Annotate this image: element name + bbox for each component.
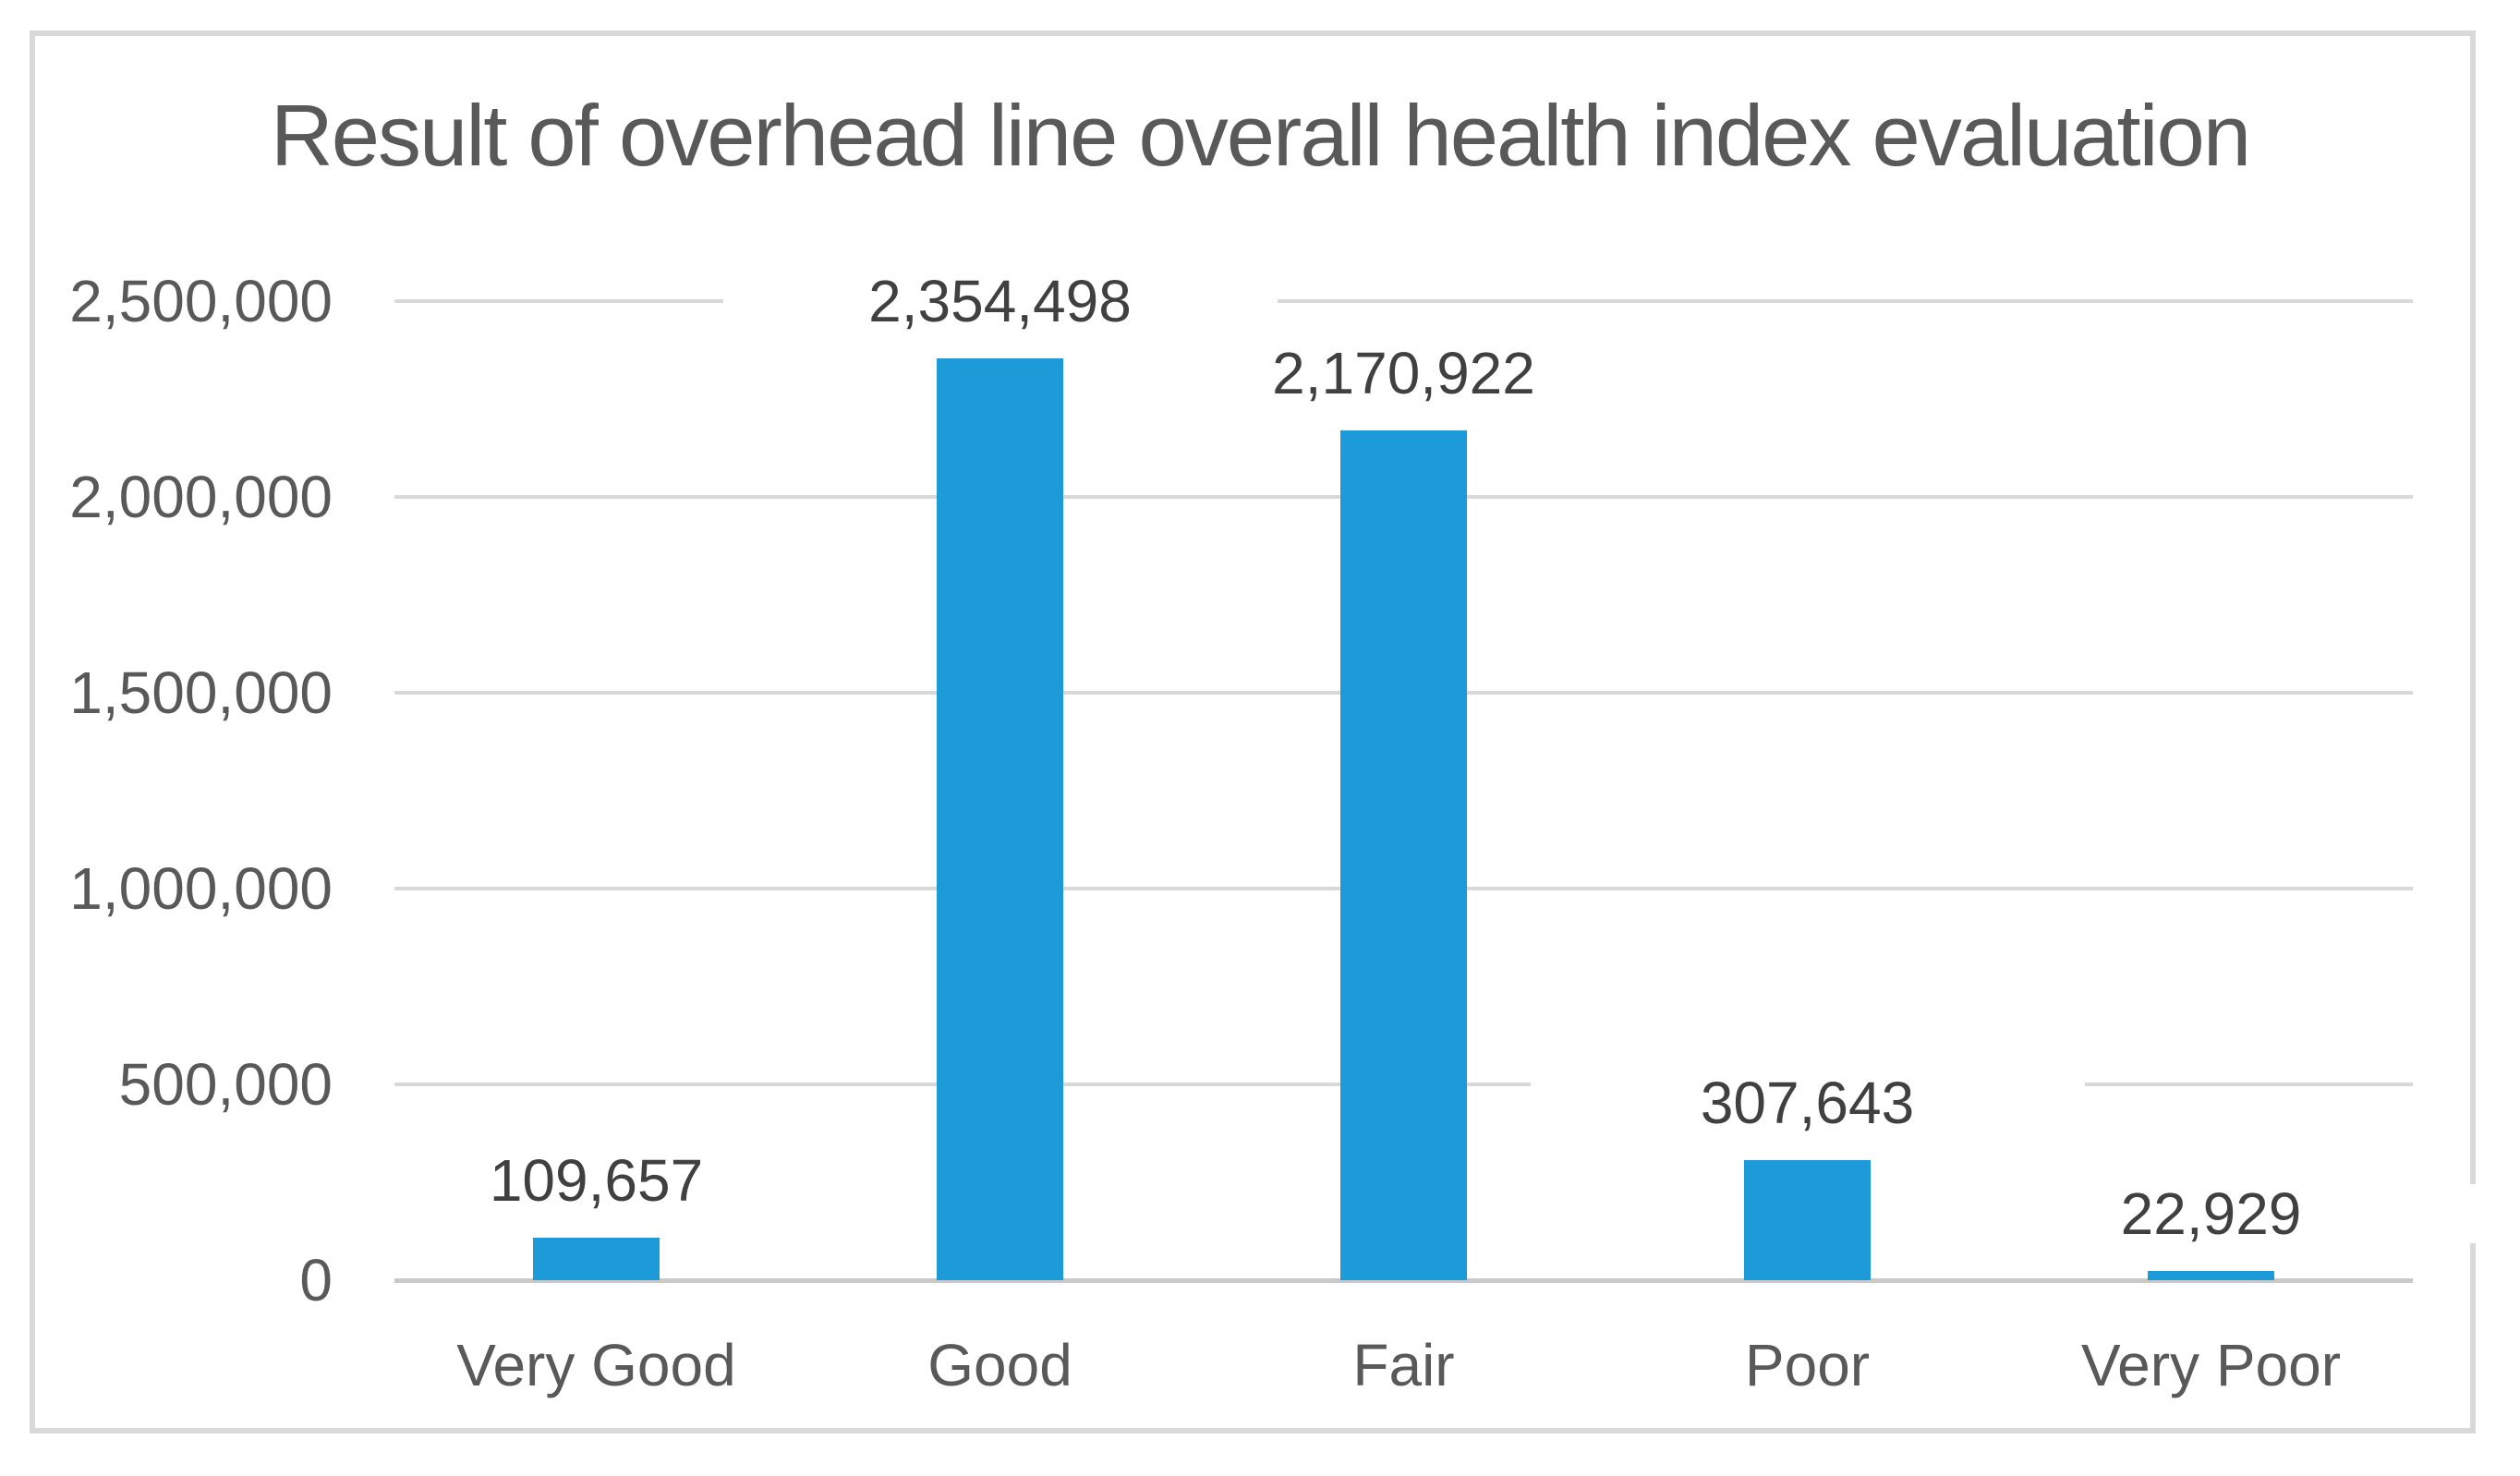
data-label-poor: 307,643 [1530,1073,2085,1132]
data-label-fair: 2,170,922 [1126,344,1681,403]
x-axis-category-label-very-poor: Very Poor [2080,1332,2342,1398]
y-axis-tick-label: 500,000 [118,1051,333,1118]
data-label-very-good: 109,657 [319,1151,874,1210]
x-axis-category-label-fair: Fair [1352,1332,1455,1398]
x-axis-category-label-good: Good [927,1332,1072,1398]
data-label-very-poor: 22,929 [1933,1184,2489,1243]
bar-poor [1744,1160,1871,1280]
chart-title: Result of overhead line overall health i… [270,87,2251,184]
y-axis-tick-label: 1,000,000 [69,855,333,922]
bar-good [937,358,1063,1280]
y-axis-tick-label: 0 [299,1247,333,1313]
gridline [394,299,2413,303]
x-axis-line [394,1278,2413,1283]
x-axis-category-label-very-good: Very Good [456,1332,736,1398]
bar-fair [1340,430,1467,1280]
y-axis-tick-label: 1,500,000 [69,659,333,726]
y-axis-tick-label: 2,500,000 [69,268,333,334]
bar-very-poor [2148,1271,2274,1280]
x-axis-category-label-poor: Poor [1744,1332,1871,1398]
bar-very-good [533,1238,660,1280]
data-label-good: 2,354,498 [722,272,1278,331]
y-axis-tick-label: 2,000,000 [69,464,333,530]
